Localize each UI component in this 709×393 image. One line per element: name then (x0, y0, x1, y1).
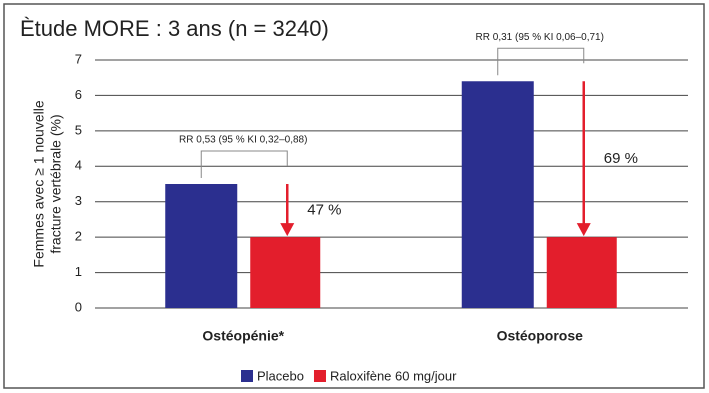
y-tick-label: 5 (75, 122, 82, 137)
bar (461, 81, 534, 308)
legend-label: Raloxifène 60 mg/jour (330, 368, 457, 383)
y-tick-label: 1 (75, 264, 82, 279)
annotation: 47 % (307, 202, 341, 219)
legend-label: Placebo (257, 368, 304, 383)
legend-swatch (241, 370, 253, 382)
bar (546, 237, 617, 308)
legend-swatch (313, 370, 326, 382)
y-tick-label: 0 (75, 299, 82, 314)
annotation: RR 0,31 (95 % KI 0,06–0,71) (476, 32, 604, 43)
bracket (497, 47, 585, 76)
x-tick-label: Ostéopénie* (202, 328, 284, 344)
x-tick-label: Ostéoporose (497, 328, 584, 344)
bar (165, 184, 238, 308)
y-axis-label: Femmes avec ≥ 1 nouvelle (31, 100, 47, 267)
y-tick-label: 3 (75, 193, 82, 208)
arrow-head (576, 223, 591, 237)
y-tick-label: 2 (75, 229, 82, 244)
y-tick-label: 7 (75, 51, 82, 66)
bar (250, 237, 321, 308)
bracket (200, 150, 288, 178)
annotation: RR 0,53 (95 % KI 0,32–0,88) (179, 135, 307, 146)
y-axis-label: fracture vertébrale (%) (48, 114, 64, 253)
chart-title: Ètude MORE : 3 ans (n = 3240) (20, 16, 329, 41)
annotation: 69 % (604, 150, 638, 167)
arrow-head (280, 223, 295, 237)
y-tick-label: 4 (75, 158, 82, 173)
y-tick-label: 6 (75, 87, 82, 102)
frame (3, 3, 705, 389)
